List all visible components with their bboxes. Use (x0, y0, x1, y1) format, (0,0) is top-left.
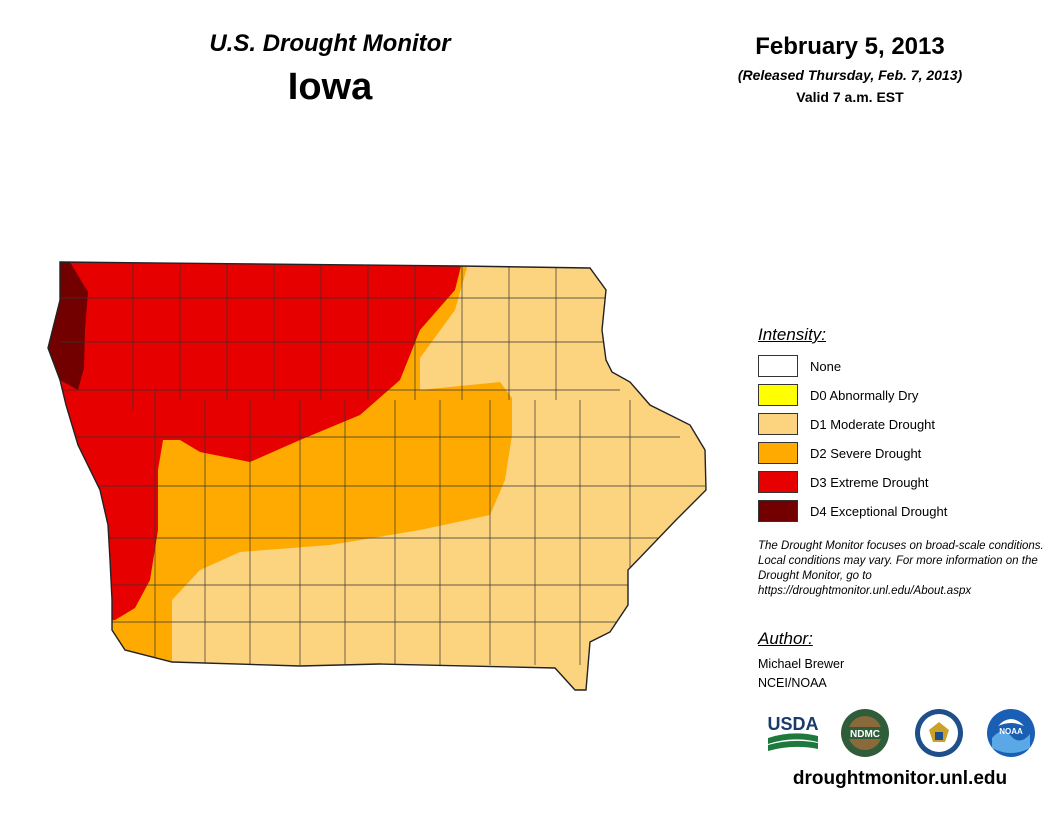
ndmc-logo: NDMC (841, 709, 889, 757)
legend-label: D0 Abnormally Dry (810, 388, 919, 403)
legend-swatch (758, 442, 798, 464)
author-org: NCEI/NOAA (758, 676, 827, 690)
commerce-seal-logo (915, 709, 963, 757)
map-date: February 5, 2013 (755, 33, 945, 60)
drought-monitor-note: The Drought Monitor focuses on broad-sca… (758, 540, 1044, 597)
legend-swatch (758, 384, 798, 406)
legend-title: Intensity: (758, 325, 827, 344)
ndmc-logo-text: NDMC (850, 729, 880, 740)
legend-swatch (758, 500, 798, 522)
usda-logo-text: USDA (767, 714, 818, 734)
website-url[interactable]: droughtmonitor.unl.edu (792, 768, 1008, 789)
noaa-logo-text: NOAA (999, 727, 1023, 736)
noaa-logo: NOAA (987, 709, 1035, 757)
legend-label: None (810, 359, 842, 374)
legend-label: D2 Severe Drought (810, 446, 922, 461)
legend-label: D3 Extreme Drought (810, 475, 929, 490)
legend-label: D1 Moderate Drought (810, 417, 936, 432)
usda-logo: USDA (767, 714, 819, 751)
county-boundaries (60, 262, 705, 665)
author-name: Michael Brewer (758, 657, 845, 671)
author-title: Author: (758, 629, 813, 648)
release-date: (Released Thursday, Feb. 7, 2013) (737, 67, 963, 83)
state-title: Iowa (287, 66, 373, 108)
iowa-drought-map (47, 261, 707, 691)
legend-swatch (758, 471, 798, 493)
d3-area (48, 262, 465, 630)
iowa-outline (47, 261, 707, 691)
legend-label: D4 Exceptional Drought (810, 504, 948, 519)
valid-time: Valid 7 a.m. EST (796, 89, 904, 105)
product-title: U.S. Drought Monitor (209, 30, 451, 57)
legend-swatch (758, 355, 798, 377)
legend-swatch (758, 413, 798, 435)
